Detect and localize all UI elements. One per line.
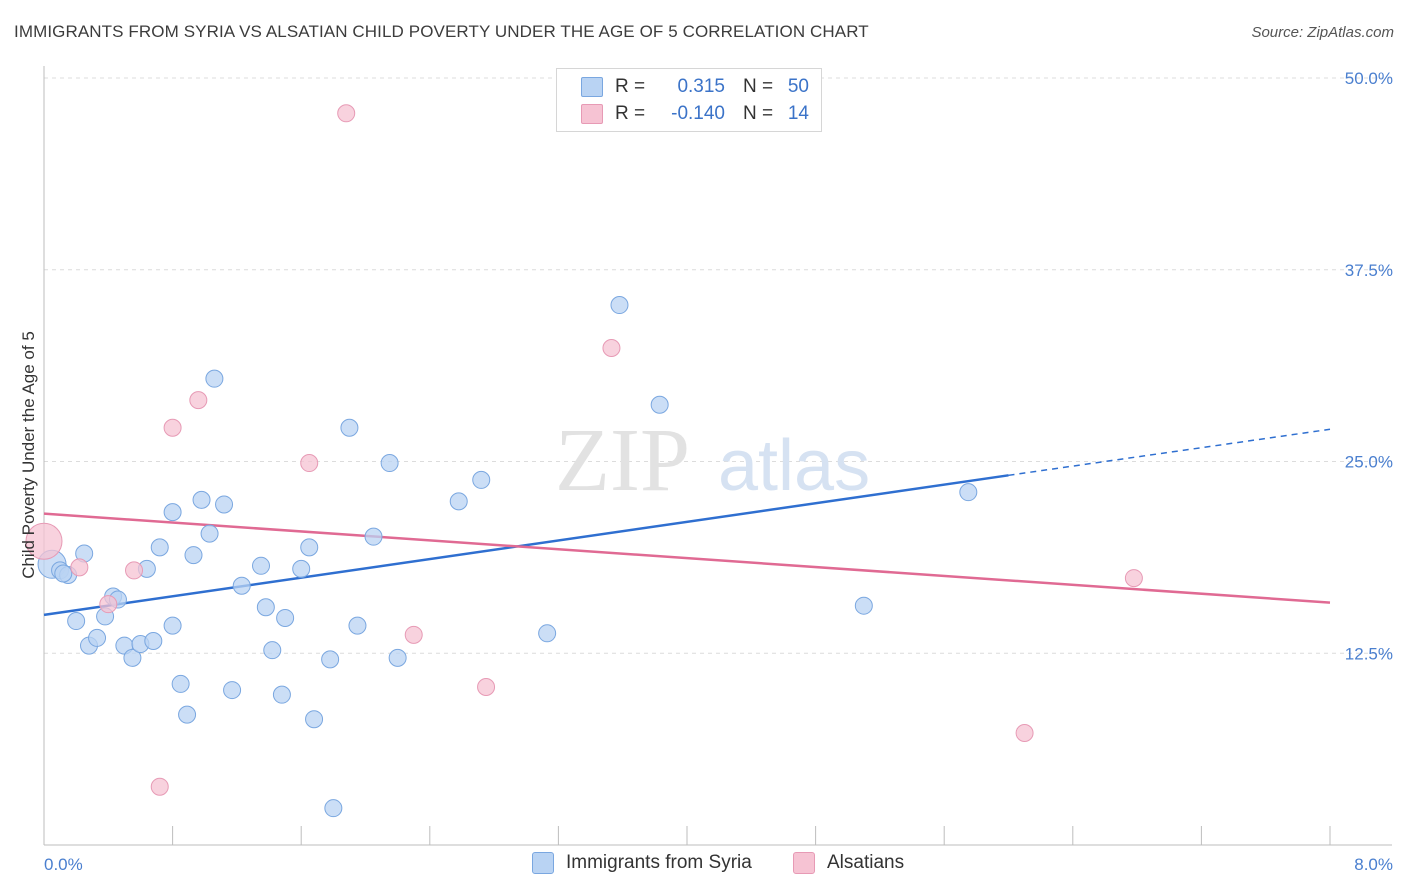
y-tick-label: 50.0% bbox=[1345, 69, 1393, 88]
series-swatch-pink bbox=[793, 852, 815, 874]
series-legend-syria[interactable]: Immigrants from Syria bbox=[532, 852, 752, 874]
y-tick-label: 37.5% bbox=[1345, 261, 1393, 280]
legend-r-label: R = bbox=[615, 76, 646, 97]
legend-swatch-pink bbox=[581, 104, 603, 124]
point-syria bbox=[340, 418, 359, 437]
legend-n-value: 14 bbox=[787, 103, 809, 124]
point-syria bbox=[300, 538, 319, 557]
point-alsatians bbox=[189, 391, 208, 410]
chart-title: IMMIGRANTS FROM SYRIA VS ALSATIAN CHILD … bbox=[14, 22, 869, 41]
point-alsatians bbox=[25, 522, 63, 560]
point-alsatians bbox=[404, 625, 423, 644]
point-syria bbox=[854, 596, 873, 615]
y-tick-labels: 12.5% 25.0% 37.5% 50.0% bbox=[1345, 69, 1393, 663]
point-syria bbox=[610, 296, 629, 315]
point-syria bbox=[184, 546, 203, 565]
point-syria bbox=[364, 527, 383, 546]
point-alsatians bbox=[70, 558, 89, 577]
legend-n-label: N = bbox=[743, 76, 774, 97]
point-syria bbox=[324, 799, 343, 818]
watermark-zip: ZIP bbox=[555, 411, 690, 510]
point-syria bbox=[449, 492, 468, 511]
y-axis-label: Child Poverty Under the Age of 5 bbox=[19, 331, 38, 579]
point-alsatians bbox=[99, 595, 118, 614]
point-syria bbox=[205, 369, 224, 388]
point-syria bbox=[192, 490, 211, 509]
trend-lines bbox=[43, 428, 1331, 617]
legend-r-value: -0.140 bbox=[671, 103, 725, 124]
point-alsatians bbox=[1015, 724, 1034, 743]
point-syria bbox=[223, 681, 242, 700]
point-syria bbox=[650, 395, 669, 414]
point-syria bbox=[388, 648, 407, 667]
point-syria bbox=[252, 556, 271, 575]
point-syria bbox=[67, 612, 86, 631]
point-syria bbox=[178, 705, 197, 724]
series-swatch-blue bbox=[532, 852, 554, 874]
point-syria bbox=[256, 598, 275, 617]
point-syria bbox=[150, 538, 169, 557]
legend-r-label: R = bbox=[615, 103, 646, 124]
point-syria bbox=[538, 624, 557, 643]
legend-swatch-blue bbox=[581, 77, 603, 97]
point-alsatians bbox=[125, 561, 144, 580]
point-alsatians bbox=[602, 338, 621, 357]
point-syria bbox=[348, 616, 367, 635]
point-syria bbox=[263, 641, 282, 660]
point-syria bbox=[88, 628, 107, 647]
point-syria bbox=[123, 648, 142, 667]
point-syria bbox=[54, 564, 73, 583]
watermark-atlas: atlas bbox=[718, 426, 870, 506]
x-tick-labels: 0.0% 8.0% bbox=[44, 855, 1393, 874]
legend-row-alsatians: R = -0.140 N = 14 bbox=[581, 101, 809, 127]
axes bbox=[43, 66, 1392, 846]
grid-lines bbox=[44, 77, 1392, 654]
point-syria bbox=[215, 495, 234, 514]
point-alsatians bbox=[150, 777, 169, 796]
point-syria bbox=[200, 524, 219, 543]
point-syria bbox=[305, 710, 324, 729]
legend-row-syria: R = 0.315 N = 50 bbox=[581, 74, 809, 100]
x-tick-label: 0.0% bbox=[44, 855, 83, 874]
point-alsatians bbox=[1124, 569, 1143, 588]
point-alsatians bbox=[337, 104, 356, 123]
source-credit: Source: ZipAtlas.com bbox=[1251, 24, 1394, 41]
trend-line-syria-extension bbox=[1008, 428, 1331, 477]
point-alsatians bbox=[300, 454, 319, 473]
point-syria bbox=[144, 631, 163, 650]
point-syria bbox=[232, 576, 251, 595]
trend-line-syria bbox=[43, 474, 1009, 617]
point-syria bbox=[276, 608, 295, 627]
point-syria bbox=[171, 674, 190, 693]
point-syria bbox=[292, 559, 311, 578]
point-alsatians bbox=[163, 418, 182, 437]
correlation-legend: R = 0.315 N = 50 R = -0.140 N = 14 bbox=[556, 68, 822, 132]
x-tick-label: 8.0% bbox=[1354, 855, 1393, 874]
y-tick-label: 12.5% bbox=[1345, 644, 1393, 663]
y-tick-label: 25.0% bbox=[1345, 453, 1393, 472]
series-label-alsatians: Alsatians bbox=[827, 852, 905, 873]
series-legend-alsatians[interactable]: Alsatians bbox=[793, 852, 904, 874]
point-syria bbox=[472, 470, 491, 489]
point-alsatians bbox=[477, 677, 496, 696]
legend-n-label: N = bbox=[743, 103, 774, 124]
legend-n-value: 50 bbox=[787, 76, 809, 97]
point-syria bbox=[272, 685, 291, 704]
series-label-syria: Immigrants from Syria bbox=[566, 852, 752, 873]
point-syria bbox=[163, 616, 182, 635]
series-legend: Immigrants from Syria Alsatians bbox=[0, 852, 1406, 878]
point-syria bbox=[321, 650, 340, 669]
watermark: ZIP atlas bbox=[555, 411, 870, 510]
trend-line-alsatians bbox=[43, 512, 1331, 604]
point-syria bbox=[959, 483, 978, 502]
point-syria bbox=[163, 503, 182, 522]
point-syria bbox=[380, 454, 399, 473]
data-points bbox=[25, 104, 1143, 818]
legend-r-value: 0.315 bbox=[677, 76, 725, 97]
